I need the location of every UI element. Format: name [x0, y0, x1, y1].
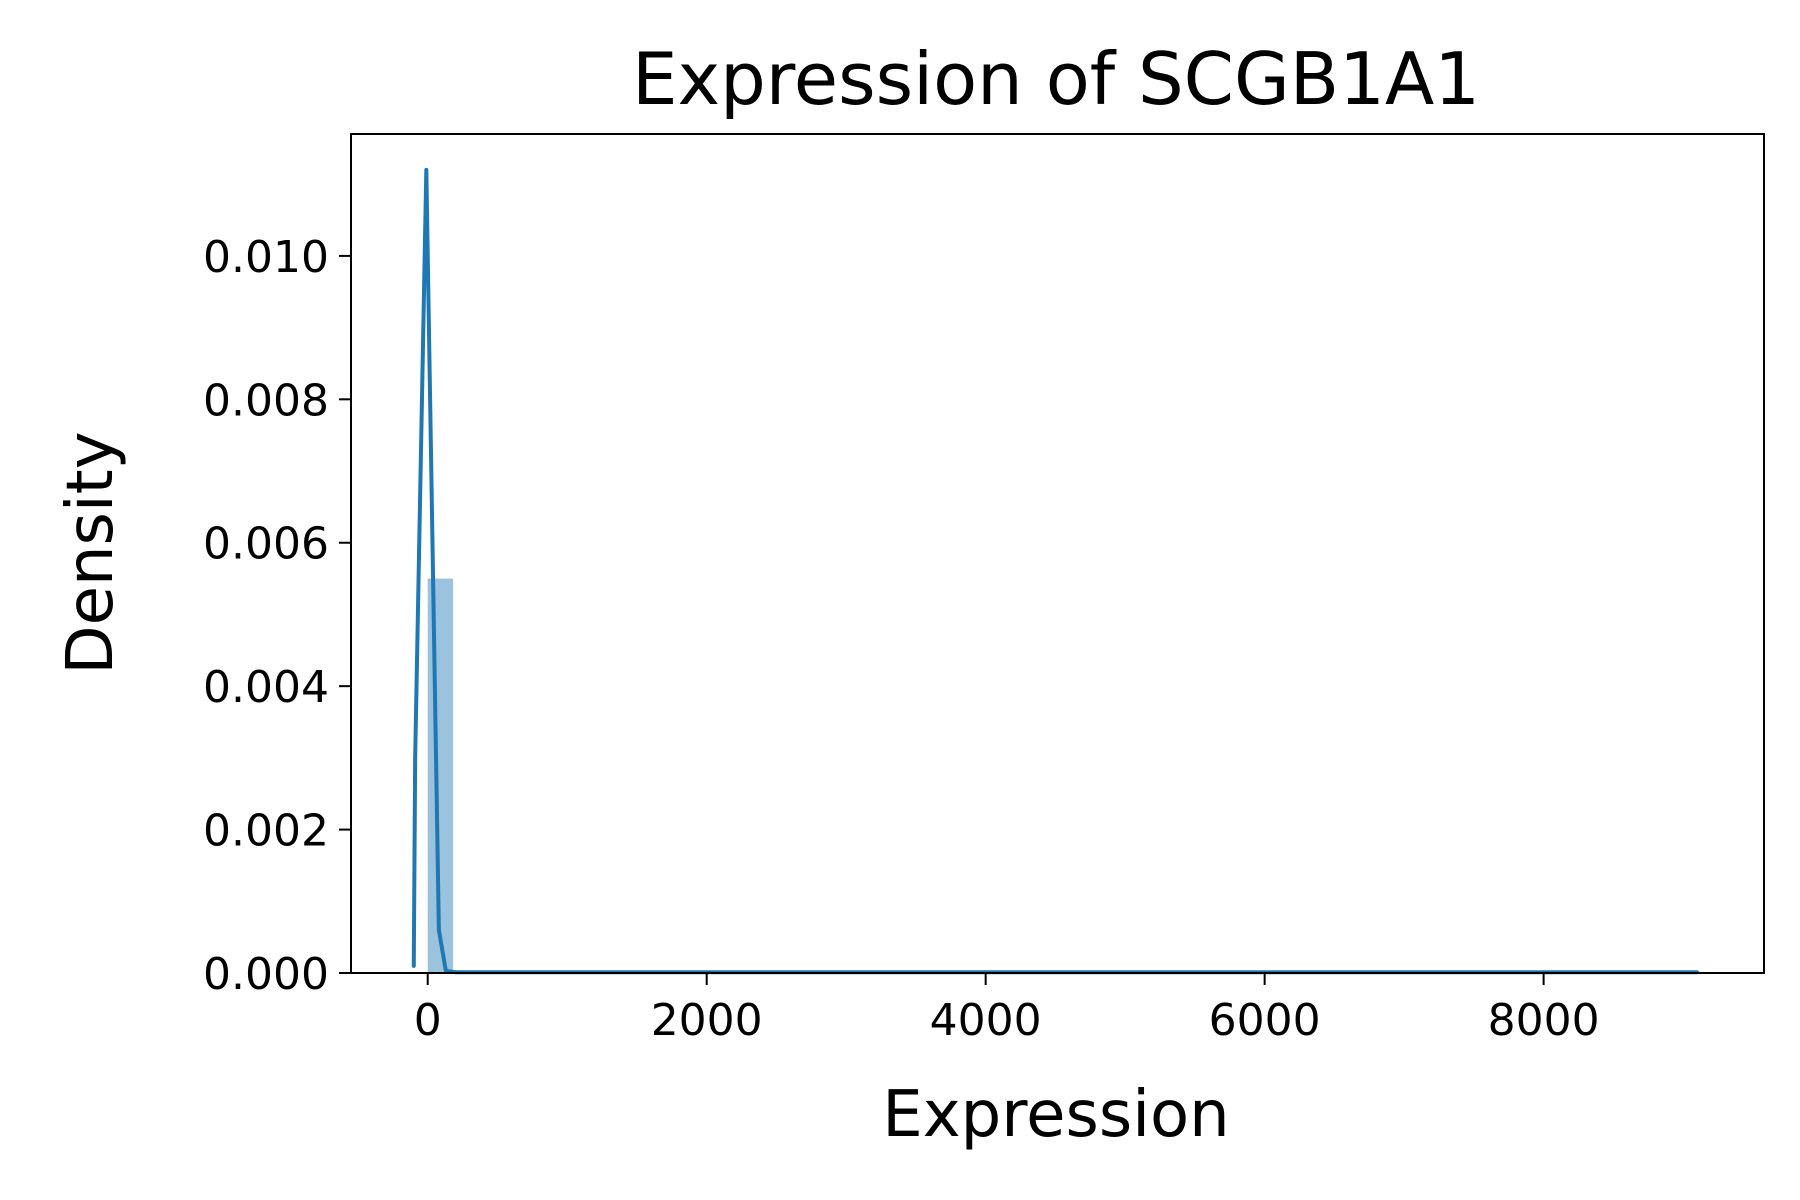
chart-title: Expression of SCGB1A1 [632, 37, 1480, 121]
y-tick-label: 0.006 [203, 519, 329, 570]
x-tick-label: 8000 [1488, 995, 1600, 1046]
y-tick-label: 0.008 [203, 375, 329, 426]
y-tick-label: 0.002 [203, 806, 329, 857]
y-axis-ticks: 0.000 0.002 0.004 0.006 0.008 0.010 [203, 232, 351, 1000]
kde-curve-group [411, 167, 1700, 975]
x-tick-label: 0 [414, 995, 442, 1046]
y-tick-label: 0.000 [203, 949, 329, 1000]
kde-line [411, 167, 1700, 975]
plot-frame [350, 133, 1765, 974]
y-tick-label: 0.004 [203, 662, 329, 713]
x-axis-ticks: 0 2000 4000 6000 8000 [414, 973, 1600, 1046]
x-tick-label: 2000 [651, 995, 763, 1046]
x-axis-title: Expression [882, 1078, 1229, 1152]
y-tick-label: 0.010 [203, 232, 329, 283]
x-tick-label: 4000 [930, 995, 1042, 1046]
y-axis-title: Density [54, 431, 128, 674]
x-tick-label: 6000 [1209, 995, 1321, 1046]
